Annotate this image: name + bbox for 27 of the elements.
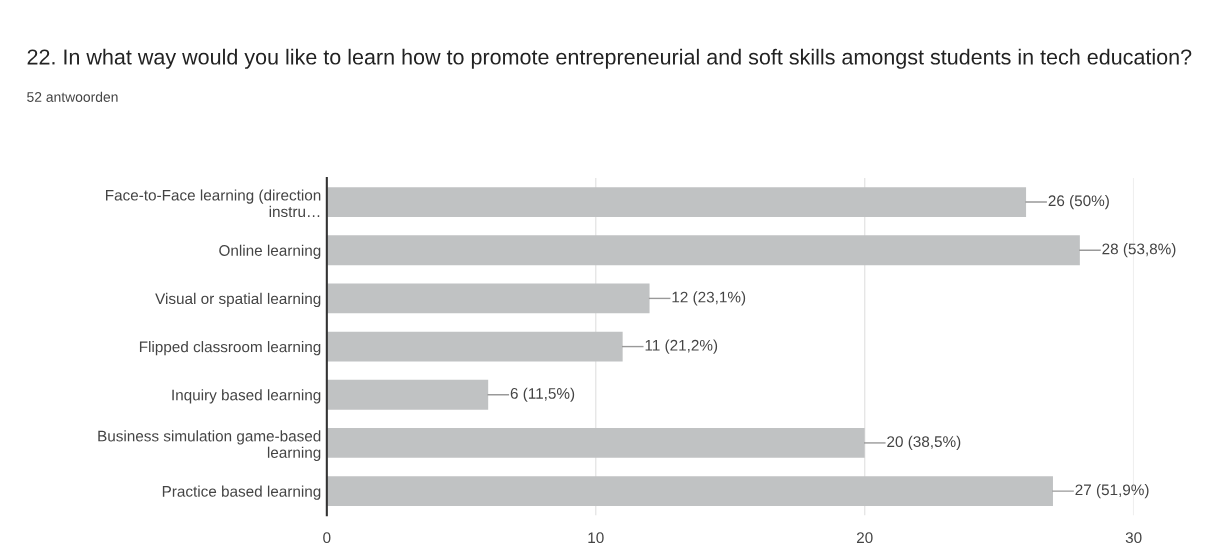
x-tick-label: 0 <box>323 532 331 544</box>
y-tick-label: Inquiry based learning <box>172 389 321 404</box>
data-label: 11 (21,2%) <box>645 339 718 354</box>
y-tick-label: Online learning <box>219 244 321 259</box>
bar <box>326 476 1053 507</box>
data-label: 26 (50%) <box>1048 194 1109 210</box>
y-tick-label: Flipped classroom learning <box>139 341 321 356</box>
data-label: 20 (38,5%) <box>887 435 961 451</box>
bar <box>326 187 1027 217</box>
bar <box>326 331 623 362</box>
data-label: 6 (11,5%) <box>510 387 575 402</box>
y-tick-label: Visual or spatial learning <box>155 292 321 308</box>
bar <box>326 379 489 410</box>
y-tick-label: Face-to-Face learning (direction instru… <box>106 189 321 218</box>
data-label: 27 (51,9%) <box>1075 483 1149 499</box>
x-tick-label: 10 <box>588 532 604 544</box>
y-tick-label: Business simulation game-based learning <box>98 430 321 461</box>
bar <box>326 235 1080 266</box>
bar <box>326 283 650 314</box>
data-label: 12 (23,1%) <box>672 291 746 306</box>
chart-title: 22. In what way would you like to learn how to promote entrepreneurial and soft skills amongst students in tech education? <box>27 48 1192 69</box>
bar <box>326 427 865 458</box>
x-tick-label: 20 <box>856 532 873 544</box>
x-tick-label: 30 <box>1125 532 1142 544</box>
data-label: 28 (53,8%) <box>1102 243 1176 258</box>
text: 52 antwoorden <box>27 91 118 102</box>
y-tick-label: Practice based learning <box>162 485 321 500</box>
